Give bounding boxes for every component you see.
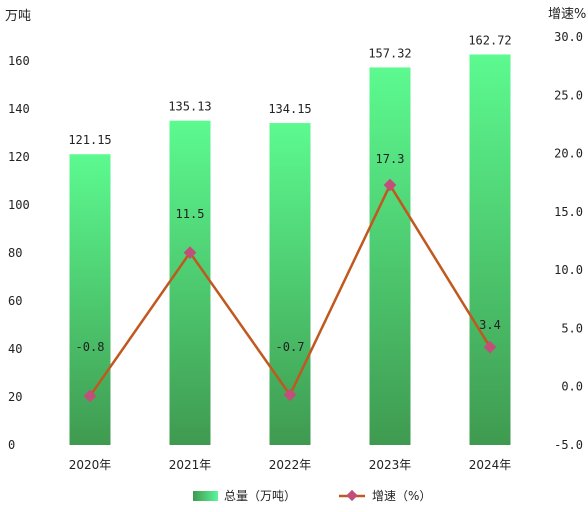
bar [469, 54, 511, 446]
right-axis-title: 增速% [548, 7, 586, 22]
right-tick-label: 10.0 [554, 263, 583, 277]
legend: 总量（万吨） 增速（%） [193, 489, 431, 503]
line-value-label: 17.3 [376, 152, 405, 166]
right-tick-label: -5.0 [554, 438, 583, 452]
x-tick-label: 2024年 [469, 458, 512, 472]
legend-bar-label: 总量（万吨） [224, 489, 296, 503]
right-tick-label: 25.0 [554, 88, 583, 102]
bar [169, 120, 211, 446]
left-tick-label: 20 [8, 390, 22, 404]
bar-value-label: 121.15 [68, 133, 111, 147]
legend-bar-swatch [193, 491, 218, 501]
line-value-label: -0.7 [276, 340, 305, 354]
bar-series [69, 54, 511, 446]
right-tick-label: 15.0 [554, 205, 583, 219]
right-tick-label: 5.0 [561, 321, 583, 335]
bar-value-label: 162.72 [468, 33, 511, 47]
bar-value-label: 134.15 [268, 102, 311, 116]
left-axis-title: 万吨 [5, 9, 31, 24]
line-series [83, 178, 497, 403]
left-tick-label: 140 [8, 102, 30, 116]
line-data-labels: -0.8 11.5 -0.7 17.3 3.4 [76, 152, 501, 354]
bar-value-label: 157.32 [368, 46, 411, 60]
left-tick-label: 120 [8, 150, 30, 164]
left-tick-label: 160 [8, 54, 30, 68]
line-marker [83, 389, 97, 403]
left-tick-label: 60 [8, 294, 22, 308]
left-tick-label: 100 [8, 198, 30, 212]
right-tick-label: 30.0 [554, 30, 583, 44]
line-value-label: 11.5 [176, 207, 205, 221]
line-value-label: -0.8 [76, 340, 105, 354]
legend-line-marker [346, 489, 358, 502]
x-tick-label: 2020年 [69, 458, 112, 472]
right-tick-label: 0.0 [561, 380, 583, 394]
x-tick-label: 2021年 [169, 458, 212, 472]
right-axis-ticks: -5.0 0.0 5.0 10.0 15.0 20.0 25.0 30.0 [554, 30, 583, 452]
bar-value-label: 135.13 [168, 100, 211, 114]
left-tick-label: 80 [8, 246, 22, 260]
left-tick-label: 0 [8, 438, 15, 452]
left-tick-label: 40 [8, 342, 22, 356]
x-tick-label: 2022年 [269, 458, 312, 472]
line-marker [483, 340, 497, 354]
x-axis-ticks: 2020年 2021年 2022年 2023年 2024年 [69, 458, 512, 472]
left-axis-ticks: 0 20 40 60 80 100 120 140 160 [8, 54, 30, 452]
line-marker [183, 246, 197, 260]
bar-data-labels: 121.15 135.13 134.15 157.32 162.72 [68, 33, 511, 147]
bar [369, 67, 411, 445]
x-tick-label: 2023年 [369, 458, 412, 472]
line-marker [383, 178, 397, 192]
line-marker [283, 388, 297, 402]
right-tick-label: 20.0 [554, 147, 583, 161]
line-value-label: 3.4 [479, 318, 501, 332]
legend-line-label: 增速（%） [372, 489, 431, 503]
